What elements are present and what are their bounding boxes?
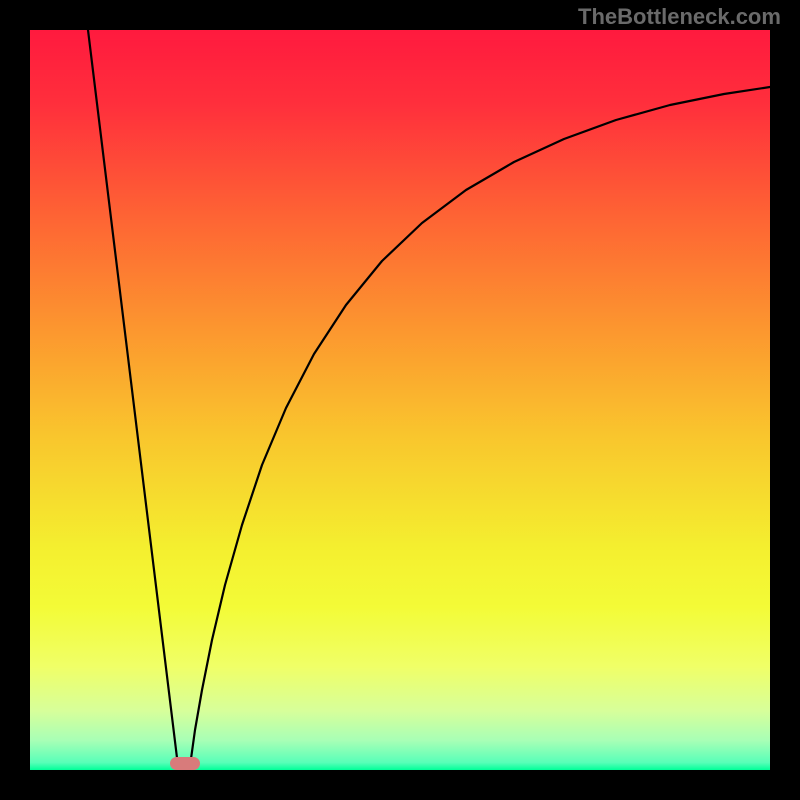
curve-svg (30, 30, 770, 770)
watermark-text: TheBottleneck.com (578, 4, 781, 30)
bottleneck-curve (88, 30, 770, 766)
plot-area (30, 30, 770, 770)
optimal-marker (170, 757, 200, 770)
